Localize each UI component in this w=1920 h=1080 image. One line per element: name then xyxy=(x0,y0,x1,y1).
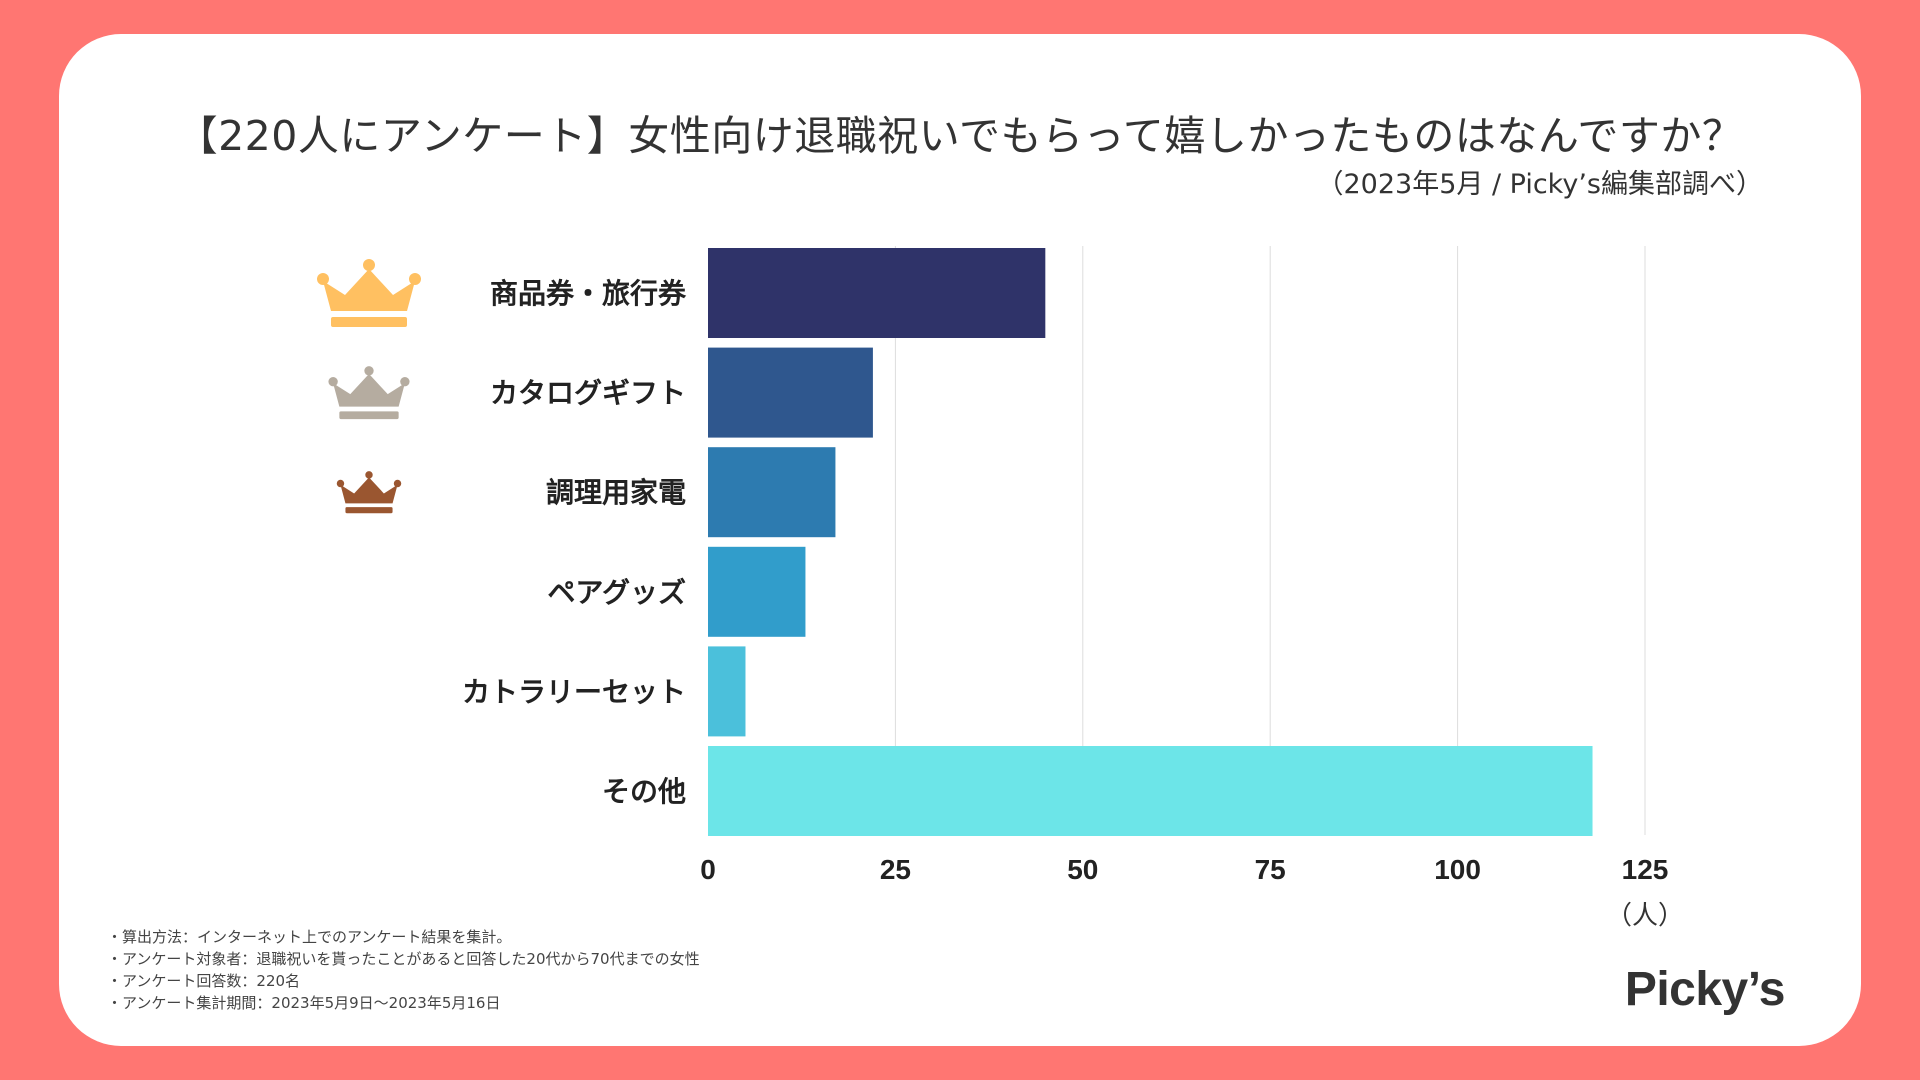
note-target: ・アンケート対象者：退職祝いを貰ったことがあると回答した20代から70代までの女… xyxy=(107,950,700,968)
category-label-6: その他 xyxy=(602,775,686,808)
category-label-2: カタログギフト xyxy=(490,377,686,410)
note-count: ・アンケート回答数：220名 xyxy=(107,972,301,990)
crown-icon-rank-1 xyxy=(317,259,421,327)
chart-card: 【220人にアンケート】女性向け退職祝いでもらって嬉しかったものはなんですか？ … xyxy=(59,34,1861,1046)
crown-icon-rank-3 xyxy=(336,471,402,514)
x-axis-label: （人） xyxy=(1606,901,1684,931)
bar-5 xyxy=(708,646,746,737)
chart-title: 【220人にアンケート】女性向け退職祝いでもらって嬉しかったものはなんですか？ xyxy=(176,112,1744,160)
category-label-4: ペアグッズ xyxy=(547,576,686,609)
category-label-5: カトラリーセット xyxy=(462,675,686,708)
x-tick-label-0: 0 xyxy=(700,854,716,885)
x-tick-label-5: 125 xyxy=(1622,854,1669,885)
picky-logo: Picky’s xyxy=(1624,963,1786,1016)
note-method: ・算出方法：インターネット上でのアンケート結果を集計。 xyxy=(107,928,512,946)
x-tick-label-3: 75 xyxy=(1255,854,1286,885)
chart-subtitle: （2023年5月 / Picky’s編集部調べ） xyxy=(1316,169,1764,200)
category-label-1: 商品券・旅行券 xyxy=(490,277,687,310)
bar-1 xyxy=(708,248,1046,338)
x-tick-label-4: 100 xyxy=(1434,854,1481,885)
x-tick-label-2: 50 xyxy=(1067,854,1098,885)
crown-icon-rank-2 xyxy=(328,366,410,420)
bar-3 xyxy=(708,447,836,538)
survey-notes: ・算出方法：インターネット上でのアンケート結果を集計。 ・アンケート対象者：退職… xyxy=(107,926,700,1014)
bar-2 xyxy=(708,347,873,438)
note-period: ・アンケート集計期間：2023年5月9日〜2023年5月16日 xyxy=(107,994,501,1012)
bar-4 xyxy=(708,546,806,637)
bar-6 xyxy=(708,746,1593,836)
x-tick-label-1: 25 xyxy=(880,854,911,885)
category-label-3: 調理用家電 xyxy=(546,476,686,509)
